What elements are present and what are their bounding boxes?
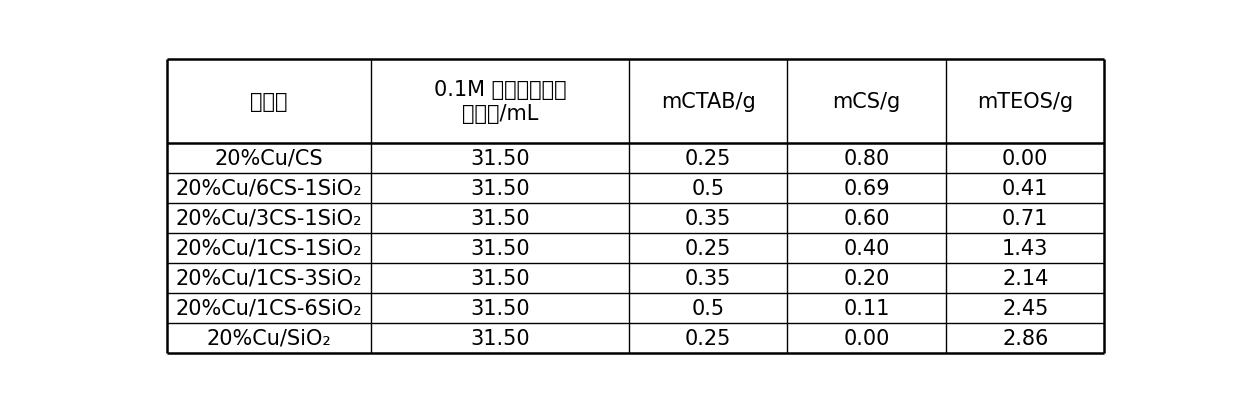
Text: 0.25: 0.25 xyxy=(684,328,732,348)
Text: 0.25: 0.25 xyxy=(684,238,732,258)
Text: 31.50: 31.50 xyxy=(470,268,529,288)
Text: 2.14: 2.14 xyxy=(1002,268,1048,288)
Text: mCTAB/g: mCTAB/g xyxy=(661,92,755,112)
Text: 0.60: 0.60 xyxy=(843,209,890,228)
Text: 1.43: 1.43 xyxy=(1002,238,1048,258)
Text: 0.25: 0.25 xyxy=(684,148,732,169)
Text: 20%Cu/6CS-1SiO₂: 20%Cu/6CS-1SiO₂ xyxy=(175,178,362,198)
Text: 0.00: 0.00 xyxy=(843,328,890,348)
Text: 0.20: 0.20 xyxy=(843,268,890,288)
Text: 20%Cu/SiO₂: 20%Cu/SiO₂ xyxy=(206,328,331,348)
Text: 20%Cu/3CS-1SiO₂: 20%Cu/3CS-1SiO₂ xyxy=(175,209,362,228)
Text: 0.00: 0.00 xyxy=(1002,148,1048,169)
Text: 31.50: 31.50 xyxy=(470,178,529,198)
Text: 0.35: 0.35 xyxy=(684,268,732,288)
Text: 2.86: 2.86 xyxy=(1002,328,1048,348)
Text: 0.1M 硝酸铜溶液的
加入量/mL: 0.1M 硝酸铜溶液的 加入量/mL xyxy=(434,80,567,124)
Text: 0.80: 0.80 xyxy=(843,148,890,169)
Text: 0.40: 0.40 xyxy=(843,238,890,258)
Text: 20%Cu/1CS-6SiO₂: 20%Cu/1CS-6SiO₂ xyxy=(175,298,362,318)
Text: 0.5: 0.5 xyxy=(692,298,724,318)
Text: mTEOS/g: mTEOS/g xyxy=(977,92,1074,112)
Text: 0.69: 0.69 xyxy=(843,178,890,198)
Text: 20%Cu/1CS-1SiO₂: 20%Cu/1CS-1SiO₂ xyxy=(175,238,362,258)
Text: 31.50: 31.50 xyxy=(470,328,529,348)
Text: 31.50: 31.50 xyxy=(470,148,529,169)
Text: 0.41: 0.41 xyxy=(1002,178,1048,198)
Text: 31.50: 31.50 xyxy=(470,238,529,258)
Text: 31.50: 31.50 xyxy=(470,298,529,318)
Text: 20%Cu/CS: 20%Cu/CS xyxy=(215,148,324,169)
Text: 0.35: 0.35 xyxy=(684,209,732,228)
Text: 20%Cu/1CS-3SiO₂: 20%Cu/1CS-3SiO₂ xyxy=(175,268,362,288)
Text: mCS/g: mCS/g xyxy=(832,92,900,112)
Text: 0.71: 0.71 xyxy=(1002,209,1048,228)
Text: 催化剂: 催化剂 xyxy=(250,92,288,112)
Text: 31.50: 31.50 xyxy=(470,209,529,228)
Text: 0.11: 0.11 xyxy=(843,298,890,318)
Text: 0.5: 0.5 xyxy=(692,178,724,198)
Text: 2.45: 2.45 xyxy=(1002,298,1048,318)
